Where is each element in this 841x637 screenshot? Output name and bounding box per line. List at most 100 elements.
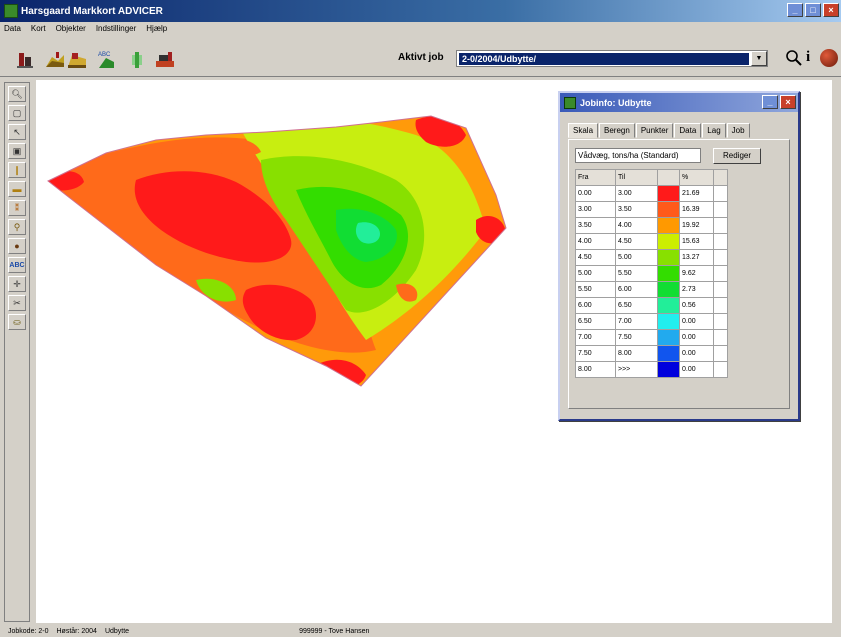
color-swatch[interactable] — [658, 362, 679, 377]
unit-field[interactable]: Vådvæg, tons/ha (Standard) — [575, 148, 701, 163]
field-icon[interactable] — [44, 49, 66, 69]
cell-color[interactable] — [657, 249, 680, 266]
dialog-minimize-button[interactable]: _ — [762, 95, 778, 109]
info-icon[interactable]: i — [806, 49, 811, 65]
ball-icon[interactable]: ● — [8, 238, 26, 254]
cell-fra: 3.00 — [575, 201, 616, 218]
cell-color[interactable] — [657, 185, 680, 202]
crop-icon[interactable] — [126, 49, 148, 69]
ball-icon[interactable] — [820, 49, 838, 67]
tab-skala[interactable]: Skala — [568, 123, 599, 138]
color-swatch[interactable] — [658, 218, 679, 233]
menu-indstillinger[interactable]: Indstillinger — [95, 24, 137, 33]
cell-blank — [713, 281, 728, 298]
cell-color[interactable] — [657, 297, 680, 314]
page-icon[interactable]: ▢ — [8, 105, 26, 121]
edit-button[interactable]: Rediger — [713, 148, 761, 164]
dialog-close-button[interactable]: × — [780, 95, 796, 109]
farm-icon[interactable] — [14, 49, 36, 69]
cell-blank — [713, 361, 728, 378]
close-button[interactable]: × — [823, 3, 839, 17]
table-row[interactable]: 6.00 6.50 0.56 — [575, 297, 728, 314]
color-swatch[interactable] — [658, 250, 679, 265]
cell-color[interactable] — [657, 265, 680, 282]
color-swatch[interactable] — [658, 202, 679, 217]
cell-pct: 0.00 — [679, 361, 714, 378]
cell-fra: 7.50 — [575, 345, 616, 362]
color-swatch[interactable] — [658, 266, 679, 281]
minimize-button[interactable]: _ — [787, 3, 803, 17]
window-title: Harsgaard Markkort ADVICER — [21, 5, 163, 17]
tab-job[interactable]: Job — [726, 123, 750, 138]
select-arrow-icon[interactable]: ↖ — [8, 124, 26, 140]
table-row[interactable]: 6.50 7.00 0.00 — [575, 313, 728, 330]
cell-color[interactable] — [657, 361, 680, 378]
person-icon[interactable]: ⚲ — [8, 219, 26, 235]
tab-data[interactable]: Data — [674, 123, 702, 138]
menu-kort[interactable]: Kort — [30, 24, 46, 33]
table-row[interactable]: 5.50 6.00 2.73 — [575, 281, 728, 298]
tab-lag[interactable]: Lag — [702, 123, 726, 138]
app-icon — [4, 4, 18, 18]
color-swatch[interactable] — [658, 314, 679, 329]
tab-punkter[interactable]: Punkter — [635, 123, 674, 138]
active-job-value: 2-0/2004/Udbytte/ — [459, 53, 749, 65]
cell-blank — [713, 185, 728, 202]
menu-data[interactable]: Data — [4, 24, 21, 33]
table-row[interactable]: 4.00 4.50 15.63 — [575, 233, 728, 250]
drop-icon[interactable]: ⛀ — [8, 314, 26, 330]
table-row[interactable]: 4.50 5.00 13.27 — [575, 249, 728, 266]
cell-pct: 0.56 — [679, 297, 714, 314]
maximize-button[interactable]: □ — [805, 3, 821, 17]
cell-blank — [713, 313, 728, 330]
crosshair-icon[interactable]: ✛ — [8, 276, 26, 292]
jobinfo-dialog: Jobinfo: Udbytte _ × Skala Beregn Punkte… — [558, 91, 800, 421]
table-row[interactable]: 5.00 5.50 9.62 — [575, 265, 728, 282]
menu-hjaelp[interactable]: Hjælp — [146, 24, 168, 33]
cell-color[interactable] — [657, 329, 680, 346]
marker-icon[interactable]: ❙ — [8, 162, 26, 178]
cell-color[interactable] — [657, 281, 680, 298]
abc-map-icon[interactable]: ABC — [96, 49, 118, 69]
layer-icon[interactable]: ▣ — [8, 143, 26, 159]
cell-color[interactable] — [657, 313, 680, 330]
menu-objekter[interactable]: Objekter — [55, 24, 86, 33]
map-canvas[interactable] — [36, 80, 832, 623]
header-til: Til — [615, 169, 658, 186]
table-row[interactable]: 0.00 3.00 21.69 — [575, 185, 728, 202]
field-icon[interactable]: ▬ — [8, 181, 26, 197]
chevron-down-icon[interactable]: ▼ — [751, 51, 767, 66]
cell-fra: 5.50 — [575, 281, 616, 298]
color-swatch[interactable] — [658, 282, 679, 297]
table-row[interactable]: 3.00 3.50 16.39 — [575, 201, 728, 218]
cell-color[interactable] — [657, 217, 680, 234]
cell-blank — [713, 201, 728, 218]
search-icon[interactable] — [785, 49, 803, 67]
yield-map[interactable] — [36, 80, 832, 623]
color-swatch[interactable] — [658, 330, 679, 345]
table-row[interactable]: 8.00 >>> 0.00 — [575, 361, 728, 378]
tools-icon[interactable]: ✂ — [8, 295, 26, 311]
cell-color[interactable] — [657, 233, 680, 250]
color-swatch[interactable] — [658, 298, 679, 313]
soil-icon[interactable] — [154, 49, 176, 69]
cell-color[interactable] — [657, 345, 680, 362]
zoom-icon[interactable]: 🔍︎ — [8, 86, 26, 102]
cell-pct: 21.69 — [679, 185, 714, 202]
header-pct: % — [679, 169, 714, 186]
color-swatch[interactable] — [658, 234, 679, 249]
cell-color[interactable] — [657, 201, 680, 218]
active-job-select[interactable]: 2-0/2004/Udbytte/ ▼ — [456, 50, 768, 67]
sample-icon[interactable]: ⁑ — [8, 200, 26, 216]
table-row[interactable]: 3.50 4.00 19.92 — [575, 217, 728, 234]
table-row[interactable]: 7.00 7.50 0.00 — [575, 329, 728, 346]
tractor-icon[interactable] — [66, 49, 88, 69]
abc-icon[interactable]: ABC — [8, 257, 26, 273]
cell-pct: 9.62 — [679, 265, 714, 282]
color-swatch[interactable] — [658, 346, 679, 361]
table-row[interactable]: 7.50 8.00 0.00 — [575, 345, 728, 362]
cell-fra: 0.00 — [575, 185, 616, 202]
cell-blank — [713, 249, 728, 266]
color-swatch[interactable] — [658, 186, 679, 201]
tab-beregn[interactable]: Beregn — [599, 123, 635, 138]
